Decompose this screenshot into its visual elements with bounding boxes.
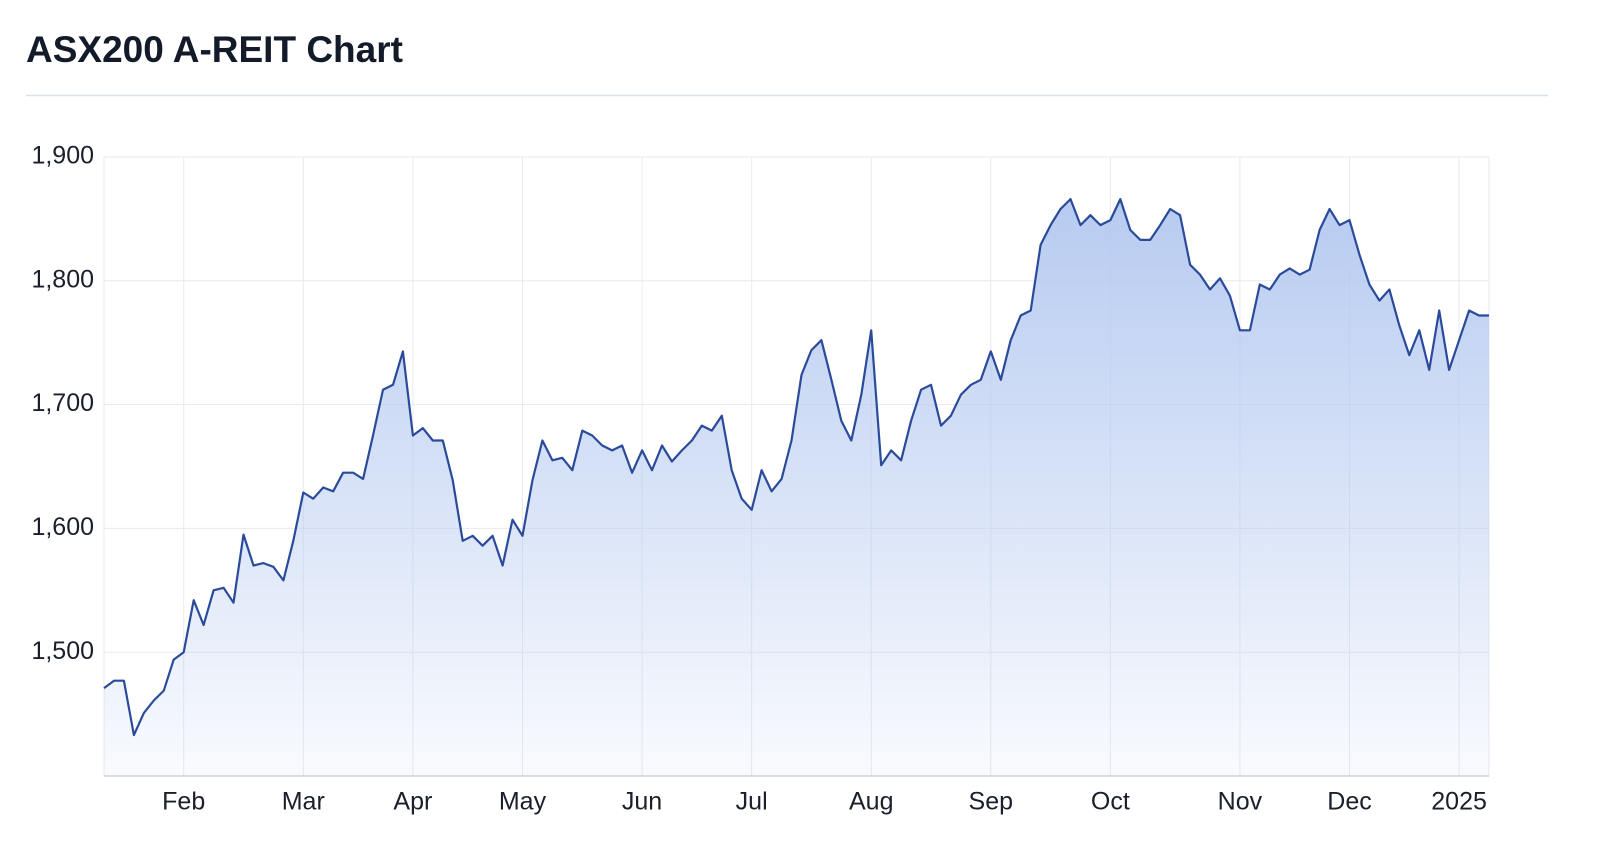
- y-tick-label: 1,900: [31, 142, 94, 170]
- x-tick-label: Jul: [736, 788, 768, 816]
- y-tick-label: 1,500: [31, 637, 94, 665]
- line: [103, 198, 1489, 737]
- x-tick-label: Dec: [1327, 788, 1371, 816]
- x-tick-label: Jun: [622, 788, 662, 816]
- x-tick-label: Aug: [849, 788, 893, 816]
- chart-title: ASX200 A-REIT Chart: [26, 29, 403, 70]
- area: [104, 199, 1489, 777]
- x-tick-label: Oct: [1091, 788, 1130, 816]
- y-tick-label: 1,600: [31, 513, 94, 541]
- labels: 1,500 1,600 1,700 1,800 1,900 Feb Mar Apr May Jun…: [31, 142, 1486, 816]
- x-tick-label: Sep: [969, 788, 1013, 816]
- y-tick-label: 1,800: [31, 265, 94, 293]
- x-tick-label: May: [499, 788, 547, 816]
- y-tick-label: 1,700: [31, 389, 94, 417]
- x-tick-label: Feb: [162, 788, 205, 816]
- x-tick-label: Apr: [393, 788, 432, 816]
- x-tick-label: Mar: [282, 788, 325, 816]
- plot: [103, 198, 1489, 777]
- x-tick-label: Nov: [1218, 788, 1263, 816]
- x-tick-label: 2025: [1431, 788, 1487, 816]
